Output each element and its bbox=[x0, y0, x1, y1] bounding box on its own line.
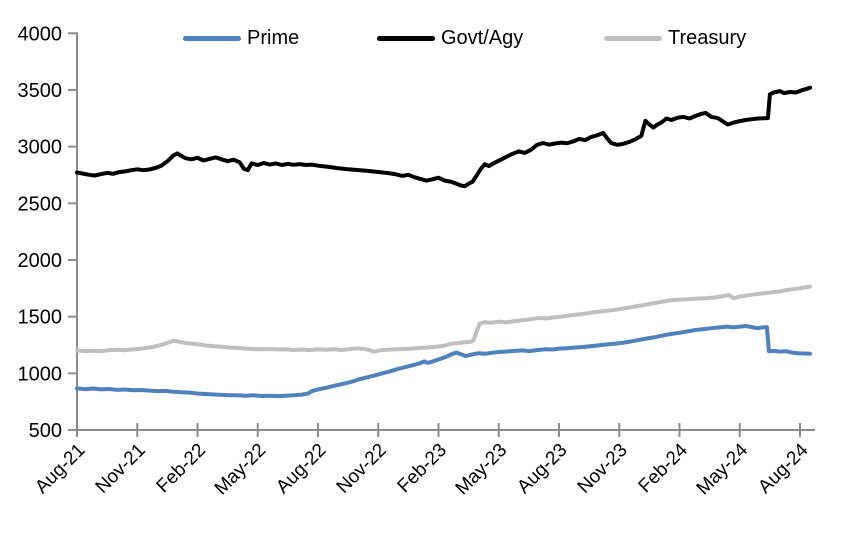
series-line-treasury bbox=[75, 284, 812, 354]
series-line-govt-agy bbox=[75, 85, 812, 189]
y-tick-label: 1500 bbox=[18, 307, 63, 329]
x-tick-label: May-23 bbox=[452, 440, 512, 500]
x-tick-label: Aug-24 bbox=[754, 439, 812, 497]
y-tick-label: 2000 bbox=[18, 250, 63, 272]
y-tick-label: 3500 bbox=[18, 80, 63, 102]
x-tick-label: Aug-21 bbox=[31, 440, 89, 498]
x-tick-label: May-24 bbox=[693, 439, 753, 499]
y-tick-label: 2500 bbox=[18, 193, 63, 215]
x-tick-label: Nov-22 bbox=[333, 440, 391, 498]
y-tick-label: 4000 bbox=[18, 23, 63, 45]
x-tick-label: Nov-21 bbox=[92, 440, 150, 498]
series-line-prime bbox=[75, 324, 812, 399]
y-tick-label: 500 bbox=[29, 420, 62, 442]
x-tick-label: Aug-22 bbox=[272, 440, 330, 498]
x-tick-label: Feb-23 bbox=[394, 440, 451, 497]
x-tick-label: Aug-23 bbox=[513, 440, 571, 498]
x-tick-label: Feb-22 bbox=[153, 440, 210, 497]
x-tick-label: May-22 bbox=[211, 440, 271, 500]
x-tick-label: Nov-23 bbox=[574, 440, 632, 498]
x-tick-label: Feb-24 bbox=[635, 439, 693, 497]
y-tick-label: 3000 bbox=[18, 137, 63, 159]
y-tick-label: 1000 bbox=[18, 363, 63, 385]
